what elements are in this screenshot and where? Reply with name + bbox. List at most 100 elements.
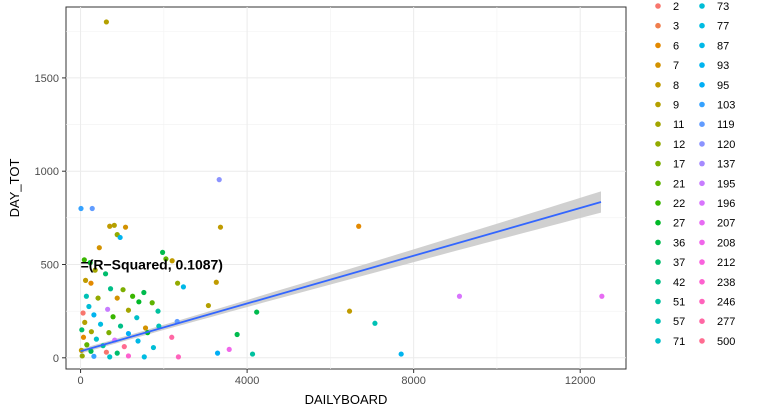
legend-label: 137 xyxy=(717,159,735,171)
legend-label: 238 xyxy=(717,277,735,289)
data-point xyxy=(92,267,98,273)
legend-key xyxy=(699,200,705,206)
data-point xyxy=(87,260,93,266)
legend-label: 42 xyxy=(673,277,685,289)
data-point xyxy=(214,350,221,356)
legend-key xyxy=(699,121,705,127)
legend-label: 73 xyxy=(717,1,729,13)
data-point xyxy=(81,257,87,263)
data-point xyxy=(83,293,90,299)
data-point xyxy=(96,245,102,251)
legend-label: 7 xyxy=(673,60,679,72)
data-point xyxy=(114,295,120,301)
data-point xyxy=(105,306,111,312)
data-point xyxy=(155,308,161,314)
data-point xyxy=(121,344,127,350)
legend-key xyxy=(655,219,661,226)
data-point xyxy=(84,342,90,348)
legend-key xyxy=(655,180,661,187)
legend-label: 71 xyxy=(673,336,685,348)
legend-label: 212 xyxy=(717,257,735,269)
data-point xyxy=(456,293,463,299)
x-axis-label: DAILYBOARD xyxy=(305,392,388,407)
legend-key xyxy=(699,338,705,344)
legend-label: 87 xyxy=(717,40,729,52)
legend-label: 277 xyxy=(717,316,735,328)
data-point xyxy=(226,346,232,353)
data-point xyxy=(205,302,211,309)
y-axis-label: DAY_TOT xyxy=(7,159,22,218)
x-tick-label: 0 xyxy=(78,375,84,387)
legend-label: 120 xyxy=(717,139,735,151)
data-point xyxy=(130,293,136,299)
data-point xyxy=(122,224,129,230)
data-point xyxy=(135,338,141,344)
data-point xyxy=(88,280,94,286)
data-point xyxy=(136,299,142,305)
data-point xyxy=(110,314,116,320)
data-point xyxy=(180,284,187,290)
data-point xyxy=(80,310,86,316)
legend-key xyxy=(655,62,661,68)
legend-label: 27 xyxy=(673,218,685,230)
r-squared-annotation: =(R−Squared, 0.1087) xyxy=(81,257,223,273)
legend-key xyxy=(699,318,705,325)
y-tick-label: 1000 xyxy=(35,166,59,178)
legend-label: 37 xyxy=(673,257,685,269)
data-point xyxy=(174,280,181,286)
legend-key xyxy=(699,160,705,167)
legend-label: 207 xyxy=(717,218,735,230)
legend-label: 195 xyxy=(717,178,735,190)
data-point xyxy=(95,295,101,301)
y-tick-label: 1500 xyxy=(35,73,59,85)
data-point xyxy=(103,19,109,25)
axis-ticks: 0 4000 8000 12000 0 500 1000 1500 xyxy=(35,73,596,387)
x-tick-label: 4000 xyxy=(235,375,259,387)
legend-label: 2 xyxy=(673,1,679,13)
legend-key xyxy=(655,3,661,9)
legend-key xyxy=(655,141,661,147)
legend-key xyxy=(655,318,661,325)
data-point xyxy=(163,256,169,262)
data-point xyxy=(169,258,175,264)
data-point xyxy=(356,223,362,229)
data-point xyxy=(346,308,353,314)
data-point xyxy=(398,351,404,357)
legend-key xyxy=(655,82,661,88)
legend-key xyxy=(655,101,661,108)
data-point xyxy=(142,325,149,331)
data-point xyxy=(89,205,95,212)
legend-key xyxy=(655,239,661,246)
legend-key xyxy=(655,200,661,206)
legend-label: 36 xyxy=(673,237,685,249)
legend-key xyxy=(655,259,661,265)
data-point xyxy=(107,354,113,360)
legend-label: 11 xyxy=(673,119,684,131)
legend-key xyxy=(655,279,661,285)
legend-label: 6 xyxy=(673,40,679,52)
data-point xyxy=(254,309,260,315)
data-point xyxy=(216,177,222,183)
data-point xyxy=(249,351,256,357)
legend-key xyxy=(699,259,705,265)
legend-label: 103 xyxy=(717,100,735,112)
data-point xyxy=(82,277,89,283)
legend-label: 77 xyxy=(717,21,729,33)
data-point xyxy=(88,329,94,335)
legend-key xyxy=(699,82,705,88)
legend-label: 196 xyxy=(717,198,735,210)
legend-label: 119 xyxy=(717,119,735,131)
legend-label: 51 xyxy=(673,297,685,309)
legend-key xyxy=(655,338,661,344)
data-point xyxy=(141,289,147,296)
legend-label: 95 xyxy=(717,80,729,92)
data-point xyxy=(111,222,117,228)
legend-label: 21 xyxy=(673,178,685,190)
legend-label: 17 xyxy=(673,159,685,171)
data-point xyxy=(125,330,132,337)
data-point xyxy=(106,330,112,336)
data-point xyxy=(149,300,155,306)
data-point xyxy=(125,353,132,359)
